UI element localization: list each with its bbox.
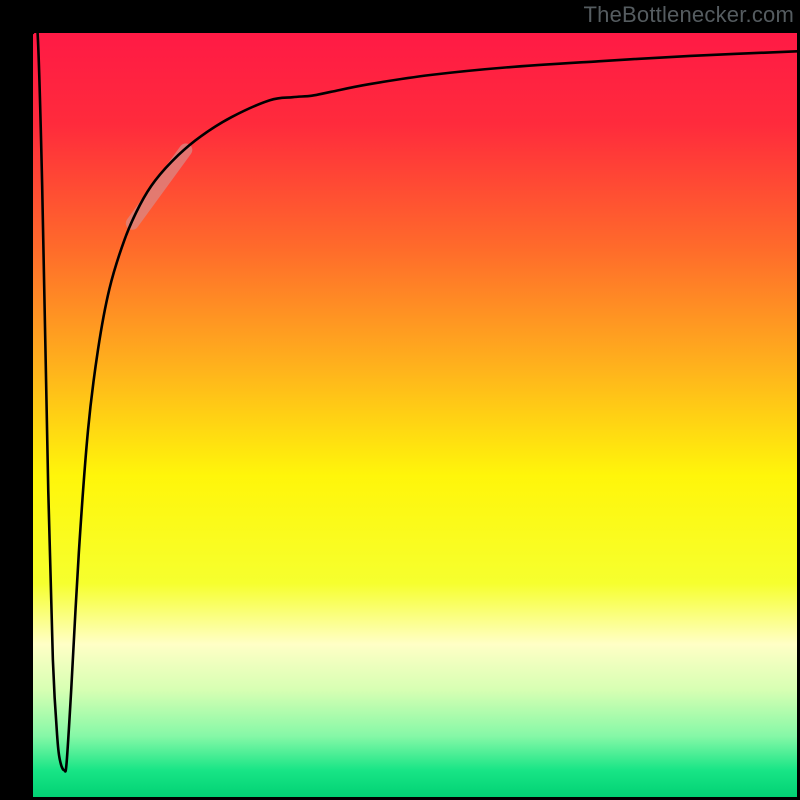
chart-svg xyxy=(33,33,797,797)
plot-area xyxy=(33,33,797,797)
chart-canvas: TheBottlenecker.com xyxy=(0,0,800,800)
watermark-text: TheBottlenecker.com xyxy=(584,2,794,28)
gradient-background xyxy=(33,33,797,797)
